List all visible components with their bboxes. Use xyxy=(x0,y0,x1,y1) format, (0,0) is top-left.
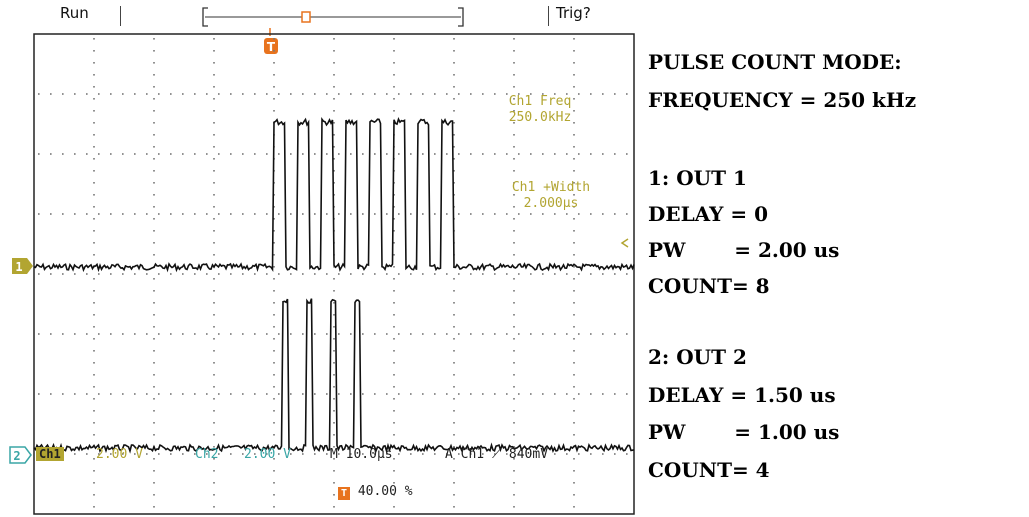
panel-mode-heading: PULSE COUNT MODE: xyxy=(648,50,902,74)
panel-out1-count: COUNT= 8 xyxy=(648,274,770,298)
ch1-trace xyxy=(33,117,635,273)
waveform-traces xyxy=(33,117,635,454)
panel-out1-heading: 1: OUT 1 xyxy=(648,166,747,190)
trigger-marker-label: T xyxy=(267,40,276,54)
ch1-ground-marker[interactable]: 1 xyxy=(12,258,33,274)
panel-out1-pw: PW = 2.00 us xyxy=(648,238,840,262)
ch2-ground-marker[interactable]: 2 xyxy=(9,446,32,464)
panel-out2-count: COUNT= 4 xyxy=(648,458,770,482)
scope-top-bar: Run Trig? xyxy=(0,0,640,34)
trigger-level-arrow[interactable] xyxy=(620,238,629,248)
panel-out2-delay: DELAY = 1.50 us xyxy=(648,383,836,407)
ch2-trace xyxy=(33,298,635,454)
graticule-frame xyxy=(33,33,635,515)
pulse-settings-panel: PULSE COUNT MODE: FREQUENCY = 250 kHz 1:… xyxy=(648,40,1026,510)
waveform-graticule: T 1 2 xyxy=(9,7,635,515)
panel-out2-heading: 2: OUT 2 xyxy=(648,345,747,369)
panel-out2-pw: PW = 1.00 us xyxy=(648,420,840,444)
record-position-marker xyxy=(301,11,311,23)
top-bar-divider xyxy=(120,6,121,26)
record-position-bar[interactable] xyxy=(202,7,464,27)
panel-out1-delay: DELAY = 0 xyxy=(648,202,769,226)
oscilloscope-display: Run Trig? T 1 2 xyxy=(0,0,640,515)
top-bar-divider xyxy=(548,6,549,26)
graticule-grid xyxy=(38,38,628,508)
acquisition-status: Run xyxy=(60,4,89,22)
svg-text:1: 1 xyxy=(15,260,22,274)
trigger-position-icon[interactable]: T xyxy=(264,28,278,54)
trigger-status: Trig? xyxy=(556,4,591,22)
panel-frequency: FREQUENCY = 250 kHz xyxy=(648,88,917,112)
svg-text:2: 2 xyxy=(13,449,20,463)
